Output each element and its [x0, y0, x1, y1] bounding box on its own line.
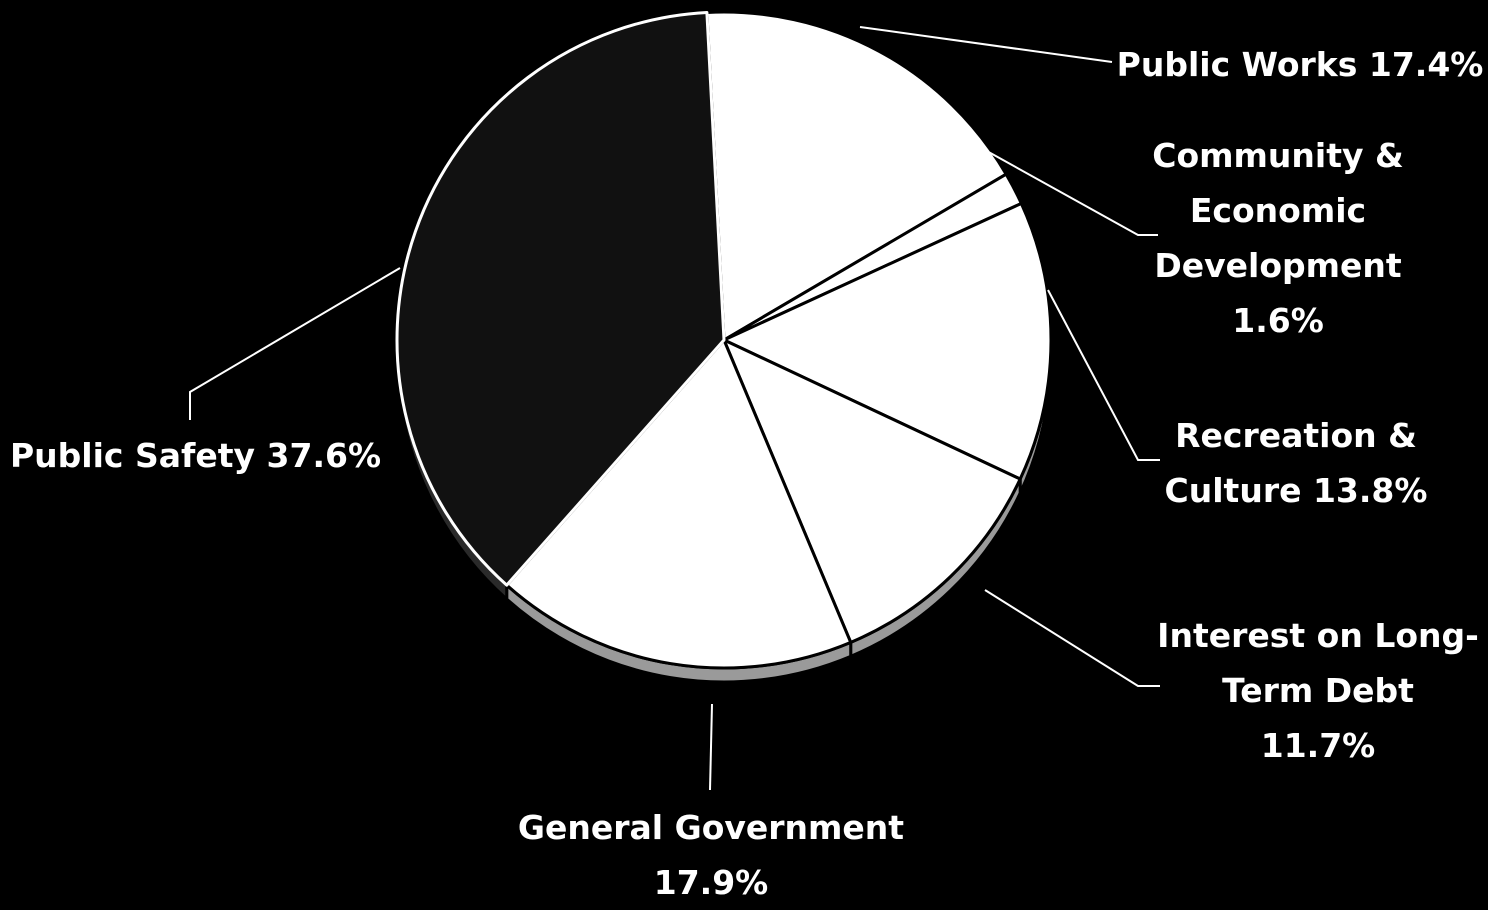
- pie-slice-recreation-culture: [722, 201, 1053, 481]
- leader-line-public-safety: [189, 267, 401, 420]
- slice-label-public-works-line-1: Public Works 17.4%: [1116, 45, 1484, 84]
- slice-label-general-government-line-2: 17.9%: [653, 863, 769, 902]
- pie-slices: [395, 10, 1053, 670]
- leader-line-public-works: [859, 26, 1113, 63]
- slice-label-recreation-line-2: Culture 13.8%: [1164, 471, 1428, 510]
- pie-slice-public-safety: [395, 10, 726, 587]
- slice-label-interest-long-term-debt: Interest on Long- Term Debt 11.7%: [1150, 608, 1486, 773]
- leader-lines: [189, 26, 1160, 791]
- slice-label-recreation-culture: Recreation & Culture 13.8%: [1146, 408, 1446, 518]
- pie-slice-interest-on-long-term-debt: [722, 338, 1022, 644]
- slice-label-public-safety-line-1: Public Safety 37.6%: [10, 436, 382, 475]
- leader-line-community-economic-development: [984, 149, 1158, 236]
- pie-slice-general-government: [505, 338, 853, 670]
- slice-label-community-line-1: Community &: [1152, 136, 1404, 175]
- slice-label-interest-line-1: Interest on Long-: [1157, 616, 1479, 655]
- slice-label-interest-line-3: 11.7%: [1260, 726, 1376, 765]
- slice-label-interest-line-2: Term Debt: [1222, 671, 1414, 710]
- slice-label-community-line-4: 1.6%: [1232, 301, 1324, 340]
- slice-label-general-government-line-1: General Government: [517, 808, 905, 847]
- slice-label-community-line-3: Development: [1154, 246, 1402, 285]
- leader-line-interest-on-long-term-debt: [984, 589, 1160, 687]
- slice-label-community-line-2: Economic: [1189, 191, 1367, 230]
- pie-slice-public-works: [705, 10, 1008, 342]
- slice-label-general-government: General Government 17.9%: [486, 800, 936, 910]
- slice-label-recreation-line-1: Recreation &: [1175, 416, 1417, 455]
- slice-label-public-works: Public Works 17.4%: [1110, 37, 1488, 92]
- slice-label-community-economic-development: Community & Economic Development 1.6%: [1128, 128, 1428, 348]
- slice-label-public-safety: Public Safety 37.6%: [10, 428, 390, 483]
- leader-line-general-government: [709, 703, 713, 791]
- leader-line-recreation-culture: [1047, 289, 1160, 461]
